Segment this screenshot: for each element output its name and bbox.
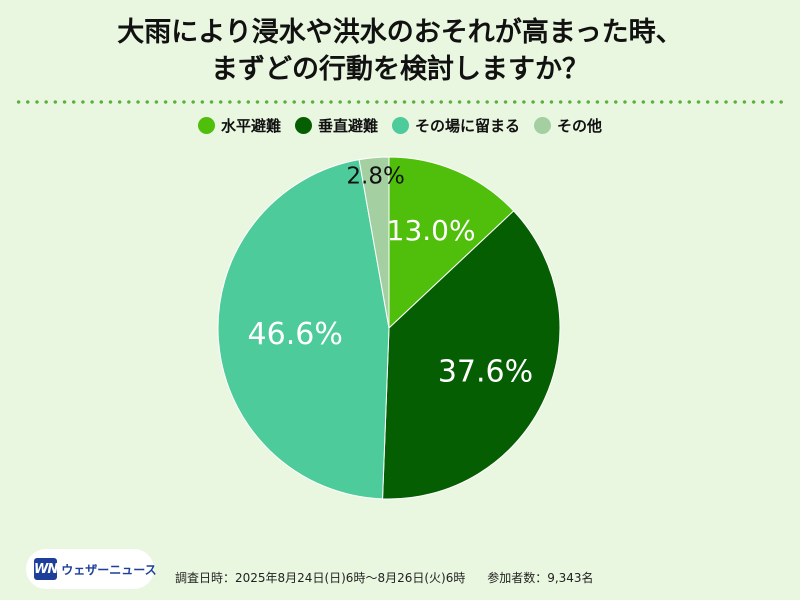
chart-title-line-1: 大雨により浸水や洪水のおそれが高まった時、: [117, 17, 683, 48]
survey-period: 調査日時：2025年8月24日(日)6時～8月26日(火)6時: [175, 571, 466, 585]
legend-label-stay-in-place: その場に留まる: [415, 117, 521, 135]
legend-label-vertical-evacuation: 垂直避難: [317, 117, 378, 135]
pie-slice-other: [358, 156, 390, 329]
legend-swatch-other: [534, 117, 552, 134]
weathernews-logo-mark: WN: [34, 558, 58, 580]
legend-swatch-horizontal-evacuation: [197, 117, 215, 134]
legend-label-other: その他: [557, 117, 603, 135]
legend-swatch-vertical-evacuation: [294, 117, 312, 134]
weathernews-logo-text: ウェザーニュース: [61, 562, 157, 577]
pie-slice-stay-in-place: [217, 159, 390, 500]
respondent-count: 参加者数：9,343名: [487, 571, 594, 585]
legend-item-other: その他: [534, 115, 602, 136]
chart-legend: 水平避難 垂直避難 その場に留まる その他: [0, 115, 800, 136]
chart-title-line-2: まずどの行動を検討しますか？: [211, 54, 589, 85]
legend-item-vertical-evacuation: 垂直避難: [294, 115, 378, 136]
weathernews-logo: WN ウェザーニュース: [26, 549, 157, 589]
legend-label-horizontal-evacuation: 水平避難: [220, 117, 281, 135]
dotted-divider: [14, 100, 786, 104]
survey-footnote: 調査日時：2025年8月24日(日)6時～8月26日(火)6時 参加者数：9,3…: [175, 569, 594, 586]
pie-label-stay-in-place: 46.6%: [248, 317, 343, 352]
chart-title: 大雨により浸水や洪水のおそれが高まった時、 まずどの行動を検討しますか？: [0, 14, 800, 88]
legend-swatch-stay-in-place: [392, 117, 409, 134]
pie-slice-vertical-evacuation: [382, 210, 561, 500]
pie-slice-horizontal-evacuation: [388, 156, 515, 330]
pie-label-horizontal-evacuation: 13.0%: [387, 214, 476, 247]
legend-item-horizontal-evacuation: 水平避難: [197, 115, 281, 136]
legend-item-stay-in-place: その場に留まる: [392, 115, 520, 136]
pie-label-vertical-evacuation: 37.6%: [438, 354, 533, 389]
pie-label-other: 2.8%: [346, 163, 404, 189]
